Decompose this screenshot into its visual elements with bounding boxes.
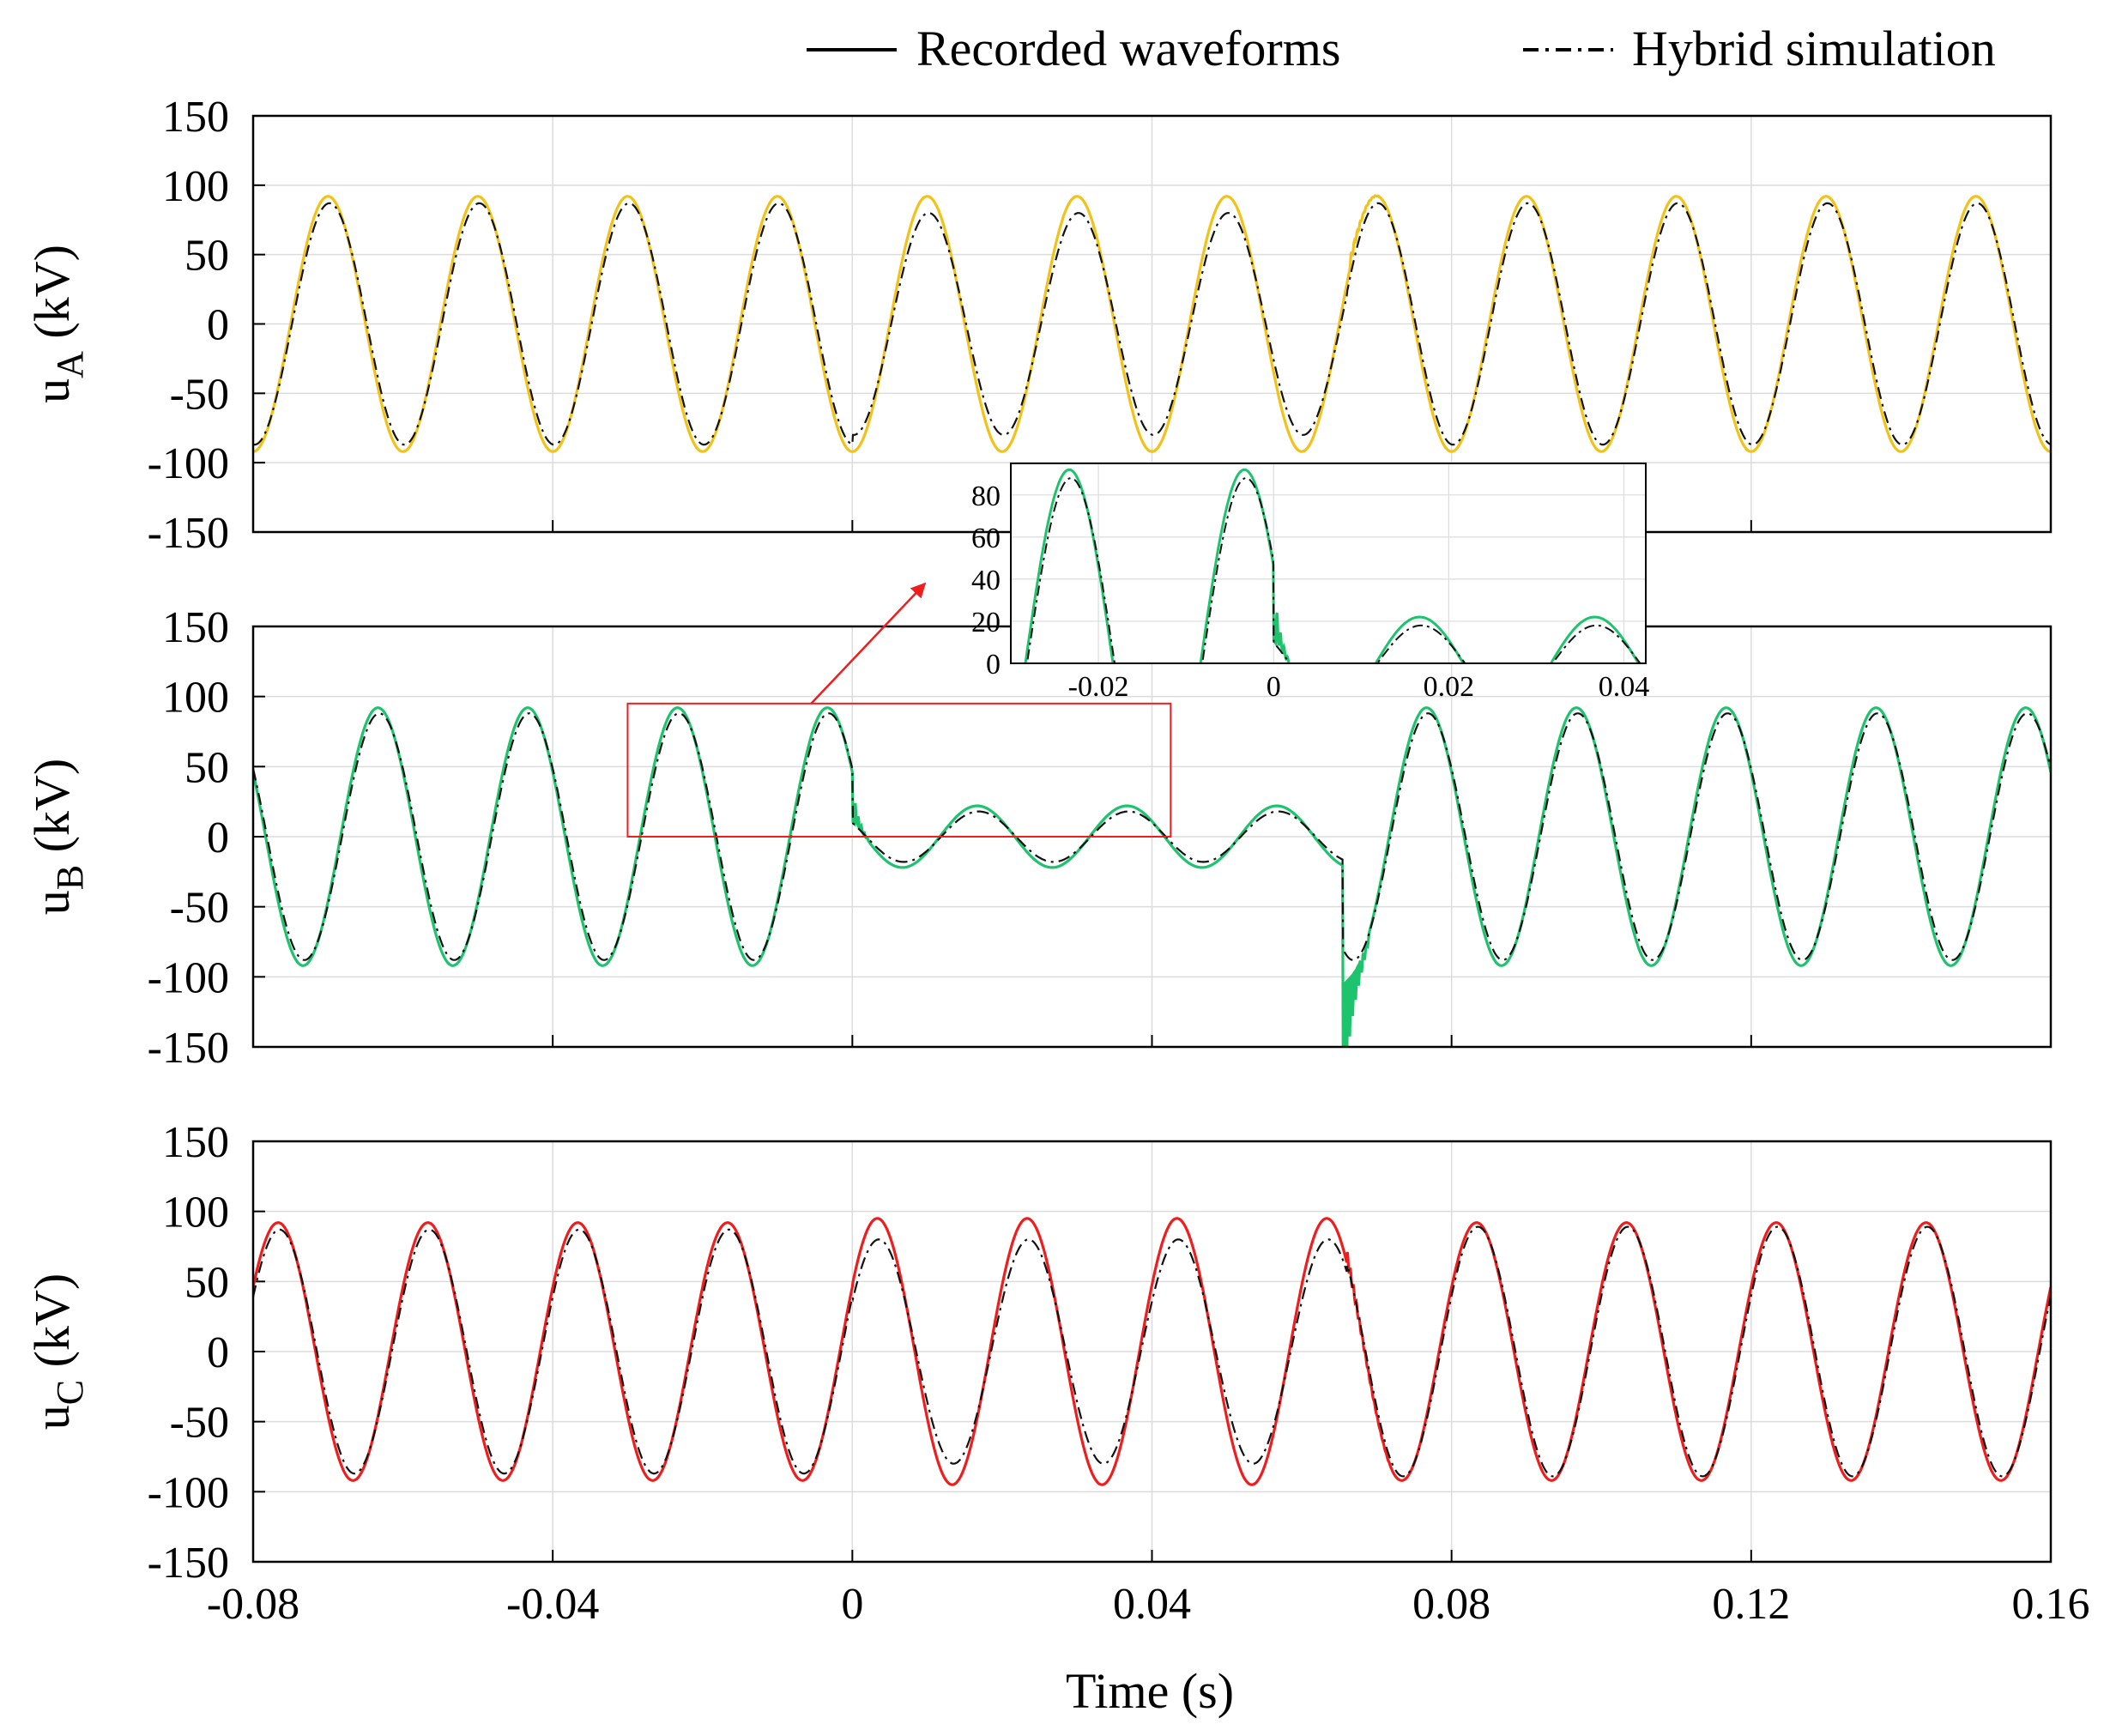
panel-phase-a: 150 100 50 0 -50 -100 -150 uA (kV) bbox=[24, 93, 2053, 558]
inset-frame bbox=[1010, 463, 1647, 664]
y-tick-label: -150 bbox=[148, 1024, 229, 1073]
y-tick-label: -100 bbox=[148, 439, 229, 488]
legend: Recorded waveforms Hybrid simulation bbox=[807, 21, 1996, 76]
inset-background bbox=[1011, 463, 1646, 663]
inset-x-tick-label: 0 bbox=[1267, 671, 1281, 703]
series-simulation-phase-b bbox=[253, 712, 2051, 961]
zoom-arrow bbox=[810, 582, 927, 705]
y-tick-label: 50 bbox=[184, 1258, 229, 1307]
y-tick-label: 0 bbox=[207, 1328, 229, 1377]
y-tick-label: -100 bbox=[148, 1468, 229, 1517]
y-axis-label-phase-a: uA (kV) bbox=[24, 245, 91, 403]
x-tick-label: 0.04 bbox=[1113, 1580, 1191, 1629]
y-tick-label: -50 bbox=[170, 884, 229, 933]
y-tick-label: 100 bbox=[162, 162, 229, 211]
series-simulation-phase-a bbox=[253, 202, 2051, 446]
panels: 150 100 50 0 -50 -100 -150 uA (kV) 150 100 50 0 -50 -… bbox=[24, 93, 2090, 1629]
inset-y-tick-label: 0 bbox=[986, 649, 1001, 680]
y-axis-label-phase-b: uB (kV) bbox=[24, 759, 91, 915]
inset-x-tick-label: -0.02 bbox=[1068, 671, 1129, 703]
panel-phase-c: 150 100 50 0 -50 -100 -150 uC (kV) -0.08 -0.04 0 0.… bbox=[24, 1118, 2090, 1629]
legend-recorded-label: Recorded waveforms bbox=[916, 21, 1340, 76]
y-tick-label: 0 bbox=[207, 301, 229, 350]
y-tick-label: 0 bbox=[207, 814, 229, 862]
y-tick-label: -150 bbox=[148, 509, 229, 558]
y-tick-label: -50 bbox=[170, 370, 229, 419]
inset-y-tick-label: 20 bbox=[971, 607, 1001, 638]
y-tick-label: 150 bbox=[162, 603, 229, 652]
x-tick-label: -0.08 bbox=[207, 1580, 299, 1629]
zoom-region-box bbox=[626, 702, 1172, 838]
y-tick-label: -50 bbox=[170, 1399, 229, 1448]
inset-x-tick-label: 0.04 bbox=[1599, 671, 1650, 703]
y-tick-label: 150 bbox=[162, 1118, 229, 1167]
y-tick-label: 150 bbox=[162, 93, 229, 142]
x-tick-label: -0.04 bbox=[506, 1580, 599, 1629]
panel-phase-b: 150 100 50 0 -50 -100 -150 uB (kV) bbox=[24, 603, 2053, 1073]
y-tick-label: 50 bbox=[184, 743, 229, 792]
x-tick-label: 0.16 bbox=[2012, 1580, 2090, 1629]
series-recorded-phase-c bbox=[253, 1217, 2051, 1486]
x-tick-label: 0 bbox=[841, 1580, 863, 1629]
y-tick-label: -100 bbox=[148, 953, 229, 1002]
inset-y-tick-label: 60 bbox=[971, 523, 1001, 554]
series-recorded-phase-a bbox=[253, 194, 2051, 453]
inset-y-tick-label: 40 bbox=[971, 565, 1001, 596]
legend-simulation-label: Hybrid simulation bbox=[1632, 21, 1996, 76]
y-tick-label: 50 bbox=[184, 232, 229, 281]
series-simulation-phase-c bbox=[253, 1225, 2051, 1478]
y-tick-label: 100 bbox=[162, 1189, 229, 1237]
x-axis-label: Time (s) bbox=[1066, 1663, 1234, 1719]
x-tick-label: 0.12 bbox=[1712, 1580, 1790, 1629]
axes-frame bbox=[251, 1140, 2053, 1564]
y-tick-label: -150 bbox=[148, 1539, 229, 1588]
inset-x-tick-label: 0.02 bbox=[1424, 671, 1475, 703]
y-axis-label-phase-c: uC (kV) bbox=[24, 1273, 91, 1430]
x-tick-label: 0.08 bbox=[1412, 1580, 1490, 1629]
y-tick-label: 100 bbox=[162, 674, 229, 723]
inset-plot: 0 20 40 60 80 -0.02 0 0.02 0.04 bbox=[971, 463, 1650, 703]
inset-y-tick-label: 80 bbox=[971, 481, 1001, 512]
